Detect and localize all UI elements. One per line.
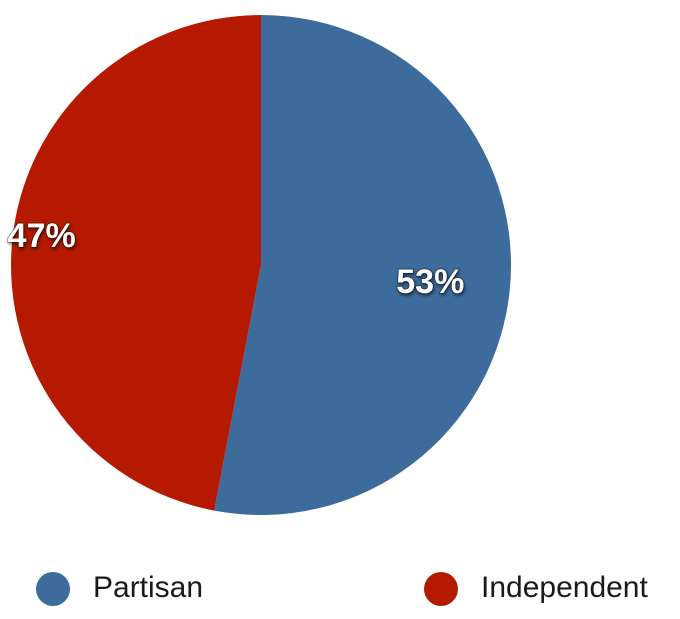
pie-slice-labels: 53% 47% xyxy=(7,216,466,302)
pie-slices xyxy=(10,15,511,515)
legend-label-partisan: Partisan xyxy=(93,571,203,604)
legend-label-independent: Independent xyxy=(481,571,648,604)
slice-label-partisan: 53% xyxy=(396,263,464,301)
legend-swatch-partisan xyxy=(36,572,70,606)
slice-label-independent: 47% xyxy=(8,217,76,255)
legend: Partisan Independent xyxy=(36,571,648,606)
legend-swatch-independent xyxy=(424,572,458,606)
pie-slice-independent xyxy=(10,15,261,511)
pie-slice-partisan xyxy=(214,15,511,515)
